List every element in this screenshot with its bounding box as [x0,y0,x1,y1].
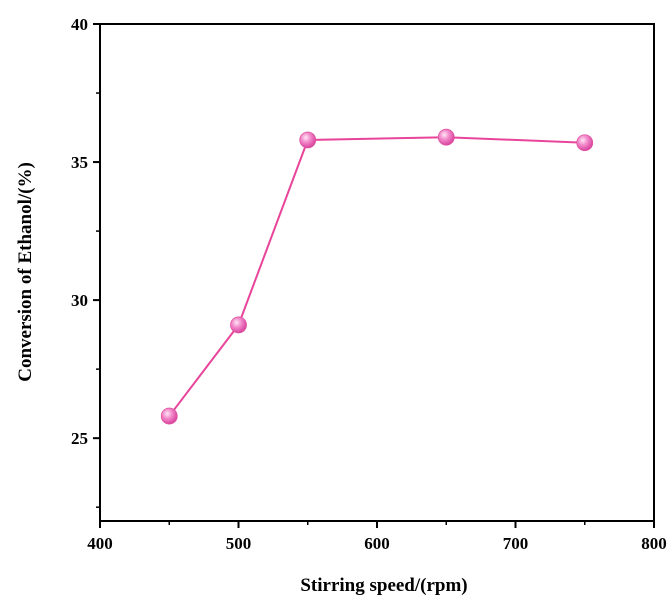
y-tick-label: 30 [71,291,88,310]
x-axis: 400 500 600 700 800 [87,521,667,553]
y-tick-label: 25 [71,429,88,448]
data-point [437,128,455,146]
y-tick-label: 40 [71,15,88,34]
data-point [299,131,317,149]
series-line [168,136,585,417]
y-tick-label: 35 [71,153,88,172]
series-layer [160,128,594,425]
x-tick-label: 700 [503,534,529,553]
plot-frame [99,23,655,522]
data-point [576,134,594,152]
y-axis: 25 30 35 40 [71,15,100,508]
x-tick-label: 800 [641,534,667,553]
data-point [160,407,178,425]
x-axis-title: Stirring speed/(rpm) [300,575,467,596]
plot-area [99,23,655,522]
x-tick-label: 400 [87,534,113,553]
x-tick-label: 500 [226,534,252,553]
y-axis-title: Conversion of Ethanol/(%) [15,162,36,382]
x-tick-label: 600 [364,534,390,553]
data-point [230,316,247,334]
